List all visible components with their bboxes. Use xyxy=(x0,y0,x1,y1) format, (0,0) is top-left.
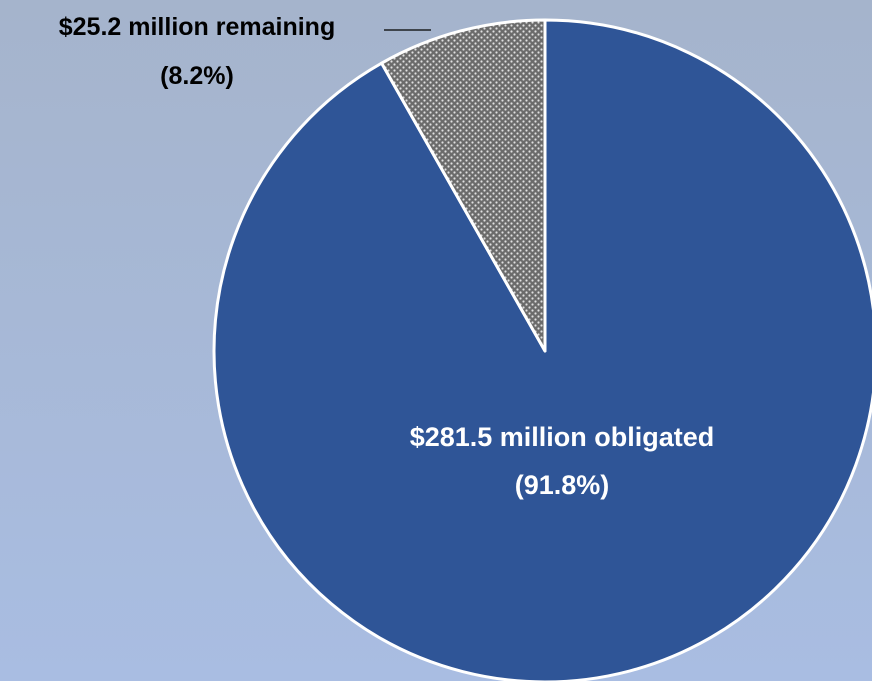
slice-label-remaining: $25.2 million remaining xyxy=(59,13,335,41)
slice-percent-remaining: (8.2%) xyxy=(160,62,234,90)
slice-label-obligated: $281.5 million obligated xyxy=(410,422,715,452)
pie-slice-remaining xyxy=(380,18,547,353)
slice-percent-obligated: (91.8%) xyxy=(515,470,610,500)
